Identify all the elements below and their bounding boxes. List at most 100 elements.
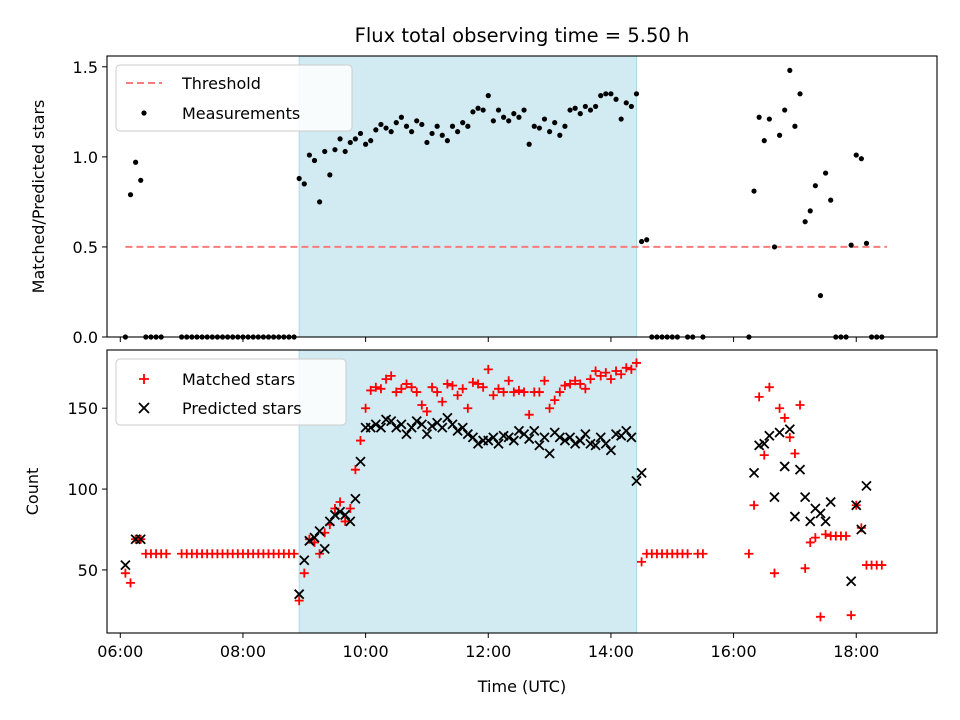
chart-title: Flux total observing time = 5.50 h — [355, 24, 690, 47]
measurement-point — [414, 118, 420, 124]
matched-point — [570, 376, 580, 386]
matched-point — [478, 382, 488, 392]
measurement-point — [444, 138, 450, 144]
predicted-point — [590, 440, 601, 451]
matched-point — [744, 549, 754, 559]
matched-point — [442, 379, 452, 389]
measurement-point — [552, 120, 558, 126]
x-tick-label: 10:00 — [343, 642, 389, 661]
predicted-point — [825, 496, 836, 508]
matched-point — [596, 371, 606, 381]
matched-point — [764, 382, 774, 392]
matched-point — [626, 364, 636, 374]
legend-predicted-swatch — [138, 402, 150, 414]
measurement-point — [383, 125, 389, 131]
matched-point — [555, 387, 565, 397]
matched-point — [161, 549, 171, 559]
measurement-point — [485, 93, 491, 99]
matched-point — [355, 436, 365, 446]
measurement-point — [465, 123, 471, 129]
measurement-point — [322, 148, 328, 155]
legend-measurements-swatch — [141, 110, 147, 116]
measurement-point — [296, 175, 302, 182]
predicted-point — [294, 589, 305, 600]
predicted-point — [759, 438, 770, 449]
matched-point — [749, 500, 759, 510]
measurement-point — [317, 199, 323, 205]
measurement-point — [516, 114, 522, 120]
matched-point — [432, 387, 442, 397]
series-matched-stars — [120, 358, 887, 622]
matched-point — [539, 376, 549, 386]
matched-point — [504, 376, 514, 386]
matched-point — [126, 578, 136, 588]
matched-point — [800, 563, 810, 573]
x-tick-label: 12:00 — [465, 642, 511, 661]
matched-point — [447, 381, 457, 391]
predicted-point — [534, 440, 545, 451]
measurement-point — [633, 91, 640, 97]
measurement-point — [480, 107, 486, 113]
matched-point — [509, 387, 519, 397]
y-tick-label: 1.5 — [73, 58, 98, 77]
predicted-point — [851, 500, 862, 511]
matched-point — [519, 387, 529, 397]
measurement-point — [133, 159, 139, 165]
matched-point — [524, 410, 534, 420]
matched-point — [805, 537, 815, 547]
predicted-point — [365, 422, 376, 433]
x-tick-label: 08:00 — [220, 642, 266, 661]
measurement-point — [628, 103, 634, 110]
matched-point — [759, 450, 769, 460]
measurement-point — [608, 91, 614, 97]
predicted-point — [334, 506, 346, 517]
measurement-point — [562, 123, 568, 129]
predicted-point — [621, 425, 632, 436]
predicted-point — [779, 461, 790, 472]
measurement-point — [572, 105, 578, 111]
measurement-point — [127, 192, 134, 198]
measurement-point — [848, 242, 854, 248]
measurement-point — [455, 129, 461, 135]
predicted-point — [329, 509, 341, 521]
matched-point — [810, 533, 820, 543]
series-predicted-stars — [120, 412, 872, 600]
y-tick-label: 50 — [78, 561, 98, 580]
measurement-point — [337, 136, 343, 142]
measurement-point — [490, 118, 496, 124]
predicted-point — [355, 456, 366, 467]
measurement-point — [501, 114, 507, 120]
matched-point — [488, 390, 498, 400]
matched-point — [315, 549, 325, 559]
measurement-point — [306, 152, 312, 158]
predicted-point — [340, 509, 351, 521]
measurement-point — [536, 125, 542, 131]
measurement-point — [363, 141, 369, 147]
predicted-point — [120, 559, 131, 571]
matched-point — [463, 403, 473, 413]
matched-point — [785, 432, 795, 442]
axes-frame — [106, 349, 938, 634]
matched-point — [514, 385, 524, 395]
y-tick-label: 0.0 — [73, 328, 98, 347]
measurement-point — [828, 197, 834, 203]
predicted-point — [559, 435, 571, 446]
matched-point — [560, 381, 570, 391]
predicted-point — [416, 419, 427, 430]
measurement-point — [439, 132, 445, 138]
predicted-point — [636, 467, 647, 479]
matched-point — [335, 497, 345, 507]
matched-point — [846, 610, 856, 620]
matched-point — [856, 523, 866, 533]
predicted-point — [442, 412, 453, 424]
legend-measurements-label: Measurements — [182, 104, 300, 123]
predicted-point — [529, 425, 540, 436]
predicted-point — [299, 555, 310, 566]
measurement-point — [352, 136, 358, 142]
series-measurements — [122, 67, 885, 340]
predicted-point — [820, 516, 831, 527]
measurement-point — [138, 177, 144, 183]
measurement-point — [771, 244, 778, 250]
predicted-point — [467, 432, 479, 443]
